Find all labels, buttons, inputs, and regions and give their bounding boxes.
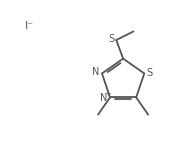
Text: N: N: [100, 93, 108, 103]
Text: +: +: [104, 89, 110, 98]
Text: N: N: [92, 67, 100, 77]
Text: I⁻: I⁻: [24, 21, 34, 31]
Text: S: S: [108, 34, 115, 44]
Text: S: S: [146, 68, 152, 78]
